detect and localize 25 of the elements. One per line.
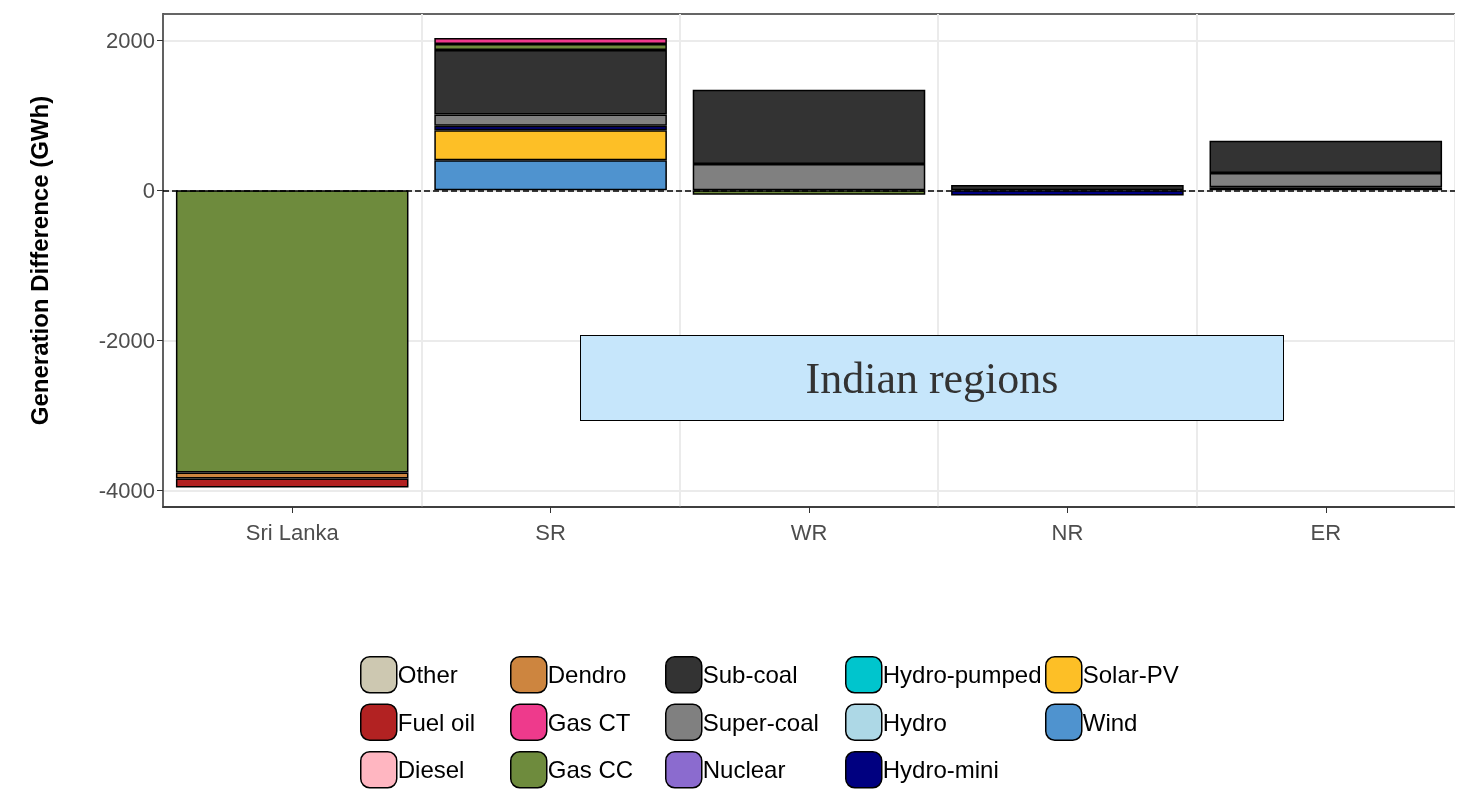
y-tick-label: 0 (142, 177, 155, 203)
y-tick-label: -4000 (98, 477, 155, 503)
legend-label: Other (397, 661, 458, 689)
x-tick-label: ER (1310, 519, 1342, 545)
x-tick-label: SR (535, 519, 566, 545)
legend-label: Diesel (397, 756, 465, 784)
note-box: Indian regions (580, 335, 1284, 421)
x-tick-label: WR (790, 519, 828, 545)
legend-label: Fuel oil (397, 708, 476, 736)
y-tick-label: 2000 (106, 27, 155, 53)
legend-label: Gas CC (547, 756, 634, 784)
legend-label: Wind (1082, 708, 1138, 736)
legend-label: Solar-PV (1082, 661, 1179, 689)
y-tick-label: -2000 (98, 327, 155, 353)
legend-label: Hydro-mini (882, 756, 999, 784)
legend-label: Gas CT (547, 708, 631, 736)
legend-label: Nuclear (702, 756, 786, 784)
legend-label: Hydro (882, 708, 947, 736)
x-tick-label: NR (1051, 519, 1084, 545)
x-tick-label: Sri Lanka (245, 519, 340, 545)
legend-label: Dendro (547, 661, 627, 689)
legend-label: Super-coal (702, 708, 819, 736)
y-axis-title: Generation Difference (GWh) (25, 95, 53, 426)
legend-label: Sub-coal (702, 661, 798, 689)
legend-label: Hydro-pumped (882, 661, 1042, 689)
